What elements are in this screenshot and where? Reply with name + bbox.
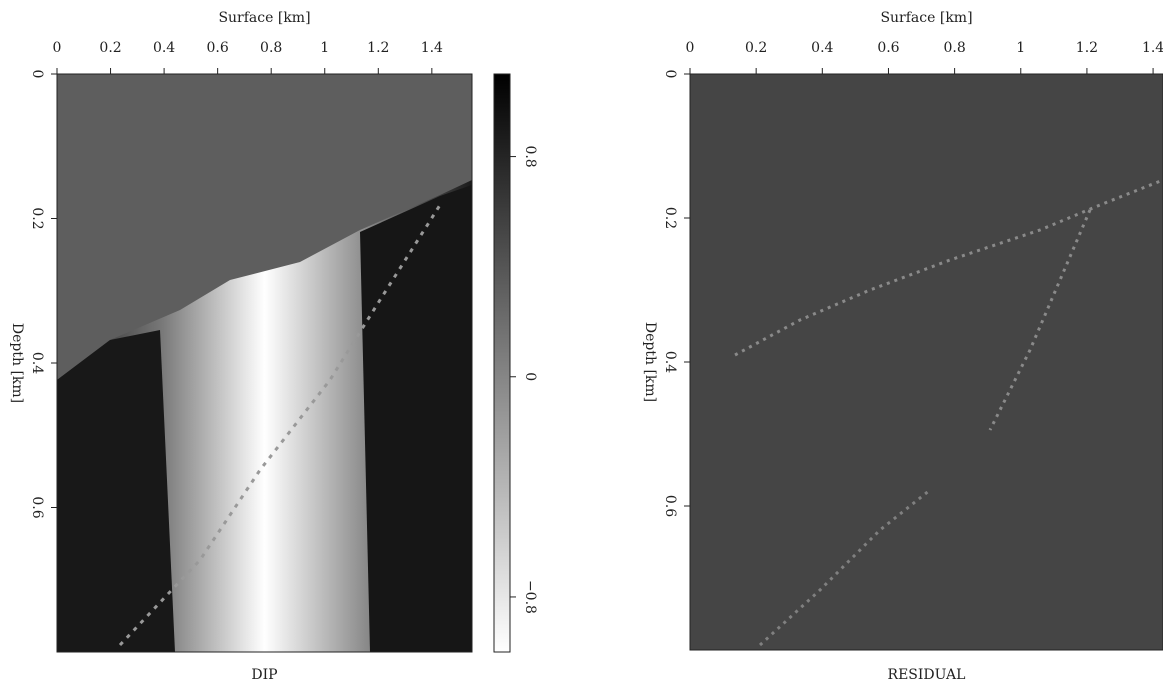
x-tick-label: 0 xyxy=(686,40,695,56)
x-tick-label: 0.2 xyxy=(99,40,121,56)
x-axis-label: Surface [km] xyxy=(880,10,972,26)
dip-image xyxy=(57,74,472,652)
x-tick-label: 0.4 xyxy=(153,40,175,56)
x-tick-label: 0.8 xyxy=(260,40,282,56)
x-tick-label: 1.2 xyxy=(367,40,389,56)
x-tick-label: 1 xyxy=(320,40,329,56)
y-tick-label: 0.4 xyxy=(662,351,678,373)
y-tick-label: 0.6 xyxy=(29,496,45,518)
x-tick-label: 0.2 xyxy=(745,40,767,56)
y-tick-label: 0.6 xyxy=(662,495,678,517)
x-tick-label: 1.4 xyxy=(421,40,443,56)
y-axis-label: Depth [km] xyxy=(642,322,658,402)
y-tick-label: 0.4 xyxy=(29,352,45,374)
x-tick-label: 1 xyxy=(1016,40,1025,56)
y-tick-label: 0.2 xyxy=(662,207,678,229)
y-tick-label: 0 xyxy=(662,70,678,79)
x-tick-label: 1.2 xyxy=(1076,40,1098,56)
x-tick-label: 1.4 xyxy=(1142,40,1163,56)
residual-image xyxy=(690,74,1163,650)
colorbar-tick-label: 0 xyxy=(522,372,538,381)
x-tick-label: 0.6 xyxy=(207,40,229,56)
chart-title: RESIDUAL xyxy=(888,667,966,683)
colorbar-tick-label: −0.8 xyxy=(522,580,538,614)
colorbar xyxy=(493,73,511,653)
x-tick-label: 0.6 xyxy=(877,40,899,56)
x-tick-label: 0.8 xyxy=(943,40,965,56)
x-axis-label: Surface [km] xyxy=(218,10,310,26)
chart-title: DIP xyxy=(251,667,277,683)
x-tick-label: 0.4 xyxy=(811,40,833,56)
y-tick-label: 0 xyxy=(29,70,45,79)
y-tick-label: 0.2 xyxy=(29,207,45,229)
y-axis-label: Depth [km] xyxy=(9,323,25,403)
x-tick-label: 0 xyxy=(53,40,62,56)
colorbar-tick-label: 0.8 xyxy=(522,145,538,167)
